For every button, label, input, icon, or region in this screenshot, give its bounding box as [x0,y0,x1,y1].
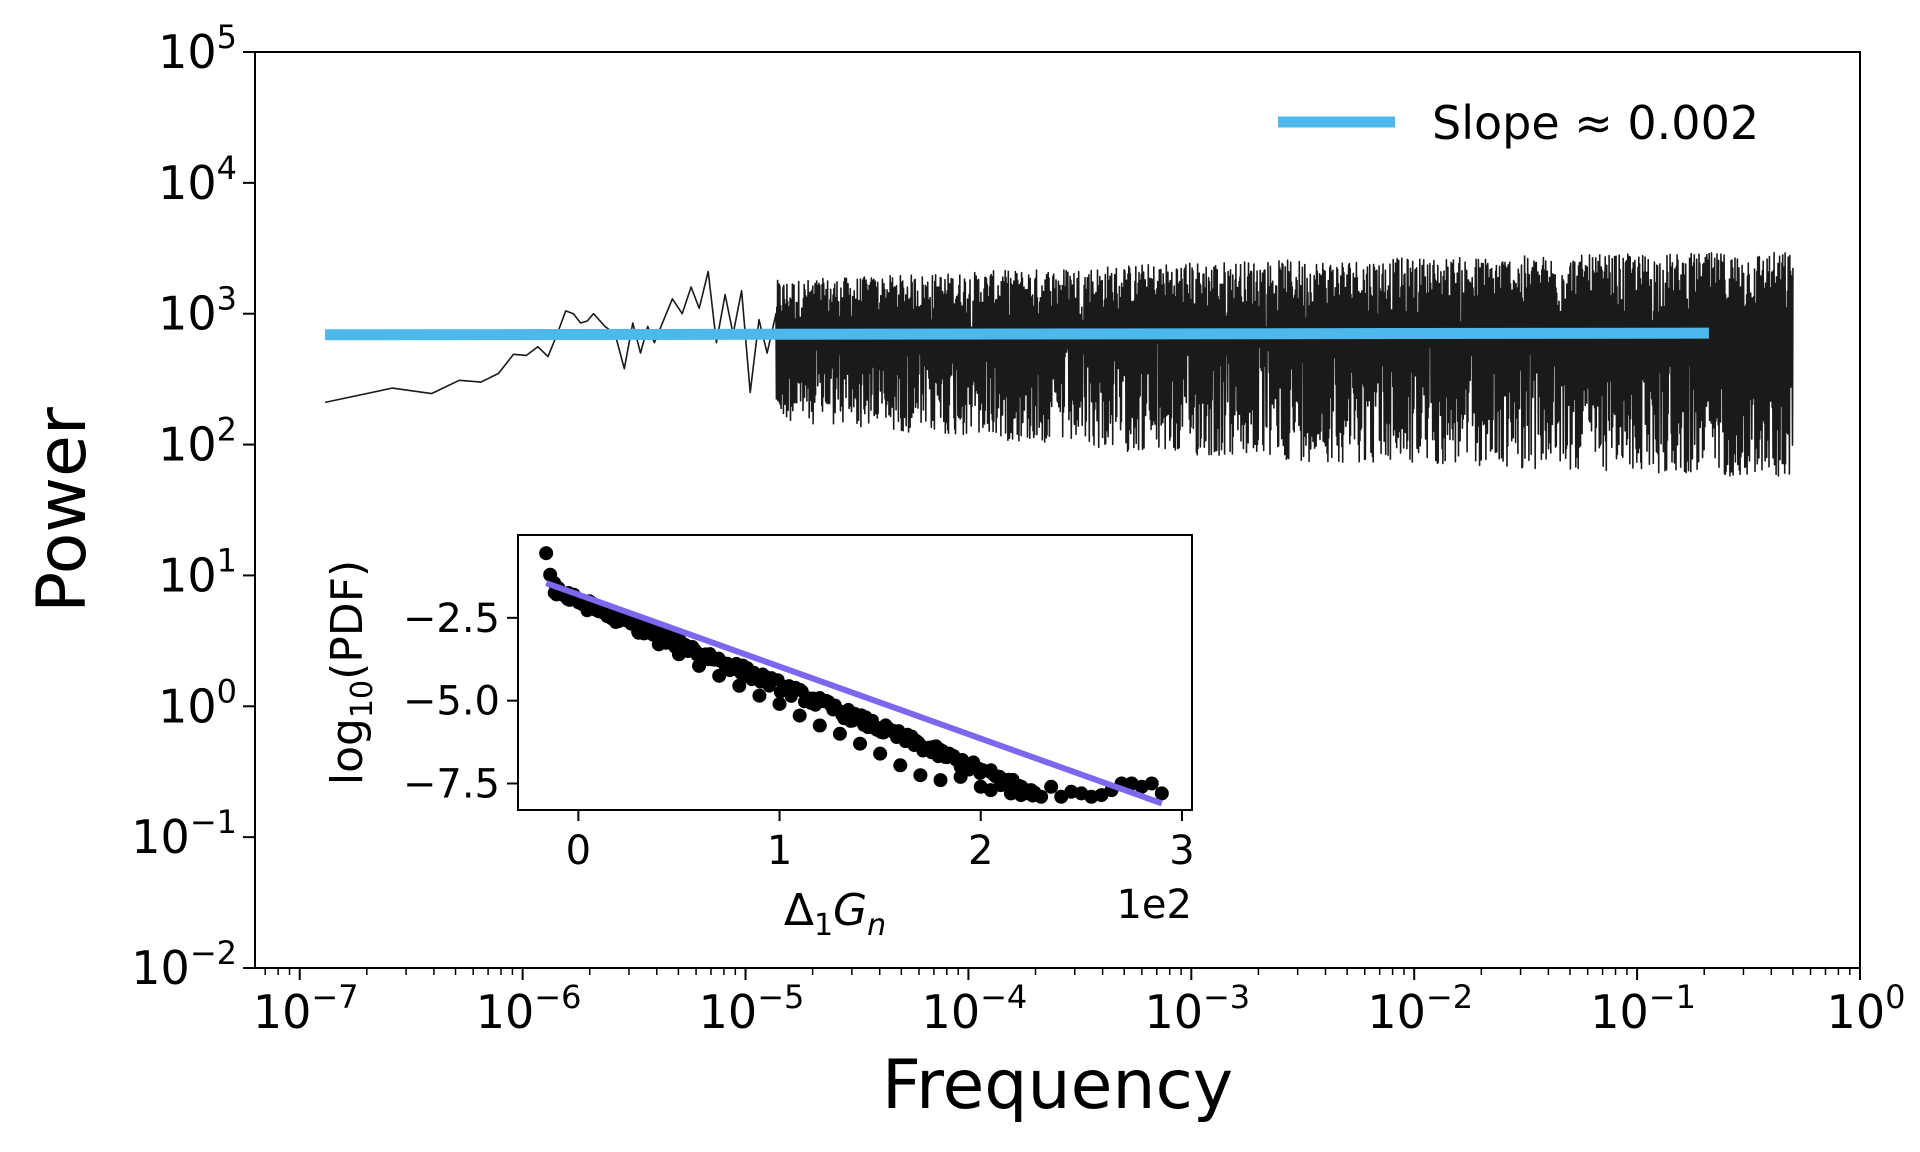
main-y-ticks: 10−2 10−1 100 101 102 103 104 105 [131,18,255,995]
y-tick-label: 10−1 [131,803,237,864]
inset-data-point [1144,776,1159,791]
inset-x-offset-text: 1e2 [1116,882,1192,928]
inset-fit-line [545,580,1163,807]
inset-axes-frame [517,534,1193,811]
series-spectrum-line [324,251,1794,477]
x-tick-label: 10−3 [1144,978,1250,1039]
inset-data-point [853,736,868,751]
y-tick-label: 104 [158,149,237,210]
inset-x-tick-label: 1 [767,828,792,874]
inset-data-point [913,768,928,783]
x-tick-label: 100 [1827,978,1906,1039]
y-tick-label: 105 [158,18,237,79]
x-tick-label: 10−2 [1367,978,1473,1039]
y-tick-label: 10−2 [131,934,237,995]
inset-data-point [812,718,827,733]
x-axis-label: Frequency [882,1046,1233,1125]
inset-x-tick-label: 2 [968,828,993,874]
inset-data-point [539,546,554,561]
x-tick-label: 10−7 [253,978,359,1039]
inset-y-axis-label: log10(PDF) [322,560,380,785]
x-tick-label: 10−5 [699,978,805,1039]
legend-label-fit: Slope ≈ 0.002 [1432,96,1759,150]
inset-data-point [752,688,767,703]
main-x-ticks: 10−7 10−6 10−5 10−4 10−3 10−2 10−1 100 [253,968,1906,1039]
inset-x-axis-label: Δ1Gn [784,885,886,943]
main-plot: 10−7 10−6 10−5 10−4 10−3 10−2 10−1 100 10−2 10−1… [23,18,1905,1125]
y-tick-label: 100 [158,672,237,733]
y-tick-label: 101 [158,541,237,602]
inset-data-point [1028,785,1042,799]
series-fit-line [325,327,1709,341]
inset-data-point [893,758,908,773]
inset-y-tick-label: −5.0 [403,679,500,725]
inset-data-layer [539,546,1169,807]
y-tick-label: 103 [158,280,237,341]
x-tick-label: 10−6 [476,978,582,1039]
main-data-layer [324,251,1794,477]
inset-background [518,535,1192,810]
inset-y-tick-label: −2.5 [403,596,500,642]
x-tick-label: 10−1 [1590,978,1696,1039]
y-axis-label: Power [23,407,102,613]
legend: Slope ≈ 0.002 [1278,96,1759,150]
inset-data-point [792,708,807,723]
inset-data-point [1154,786,1169,801]
inset-data-point [772,696,787,711]
inset-plot: 0 1 2 3 −2.5 −5.0 −7.5 1e2 Δ1Gn log10(PDF) [322,534,1195,943]
inset-y-ticks: −2.5 −5.0 −7.5 [403,596,518,807]
main-axes-frame [254,51,1861,969]
inset-x-ticks: 0 1 2 3 [566,810,1195,874]
inset-data-point [732,678,747,693]
x-tick-label: 10−4 [922,978,1028,1039]
inset-data-point [933,773,948,788]
inset-x-tick-label: 3 [1169,828,1194,874]
inset-x-tick-label: 0 [566,828,591,874]
y-tick-label: 102 [158,411,237,472]
inset-data-point [873,746,888,761]
inset-y-tick-label: −7.5 [403,761,500,807]
inset-data-point [832,726,847,741]
inset-data-point [1044,779,1059,794]
